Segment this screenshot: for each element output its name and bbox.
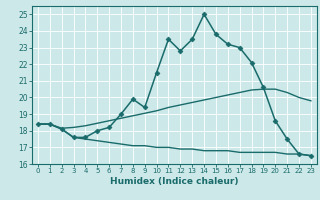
X-axis label: Humidex (Indice chaleur): Humidex (Indice chaleur) <box>110 177 239 186</box>
